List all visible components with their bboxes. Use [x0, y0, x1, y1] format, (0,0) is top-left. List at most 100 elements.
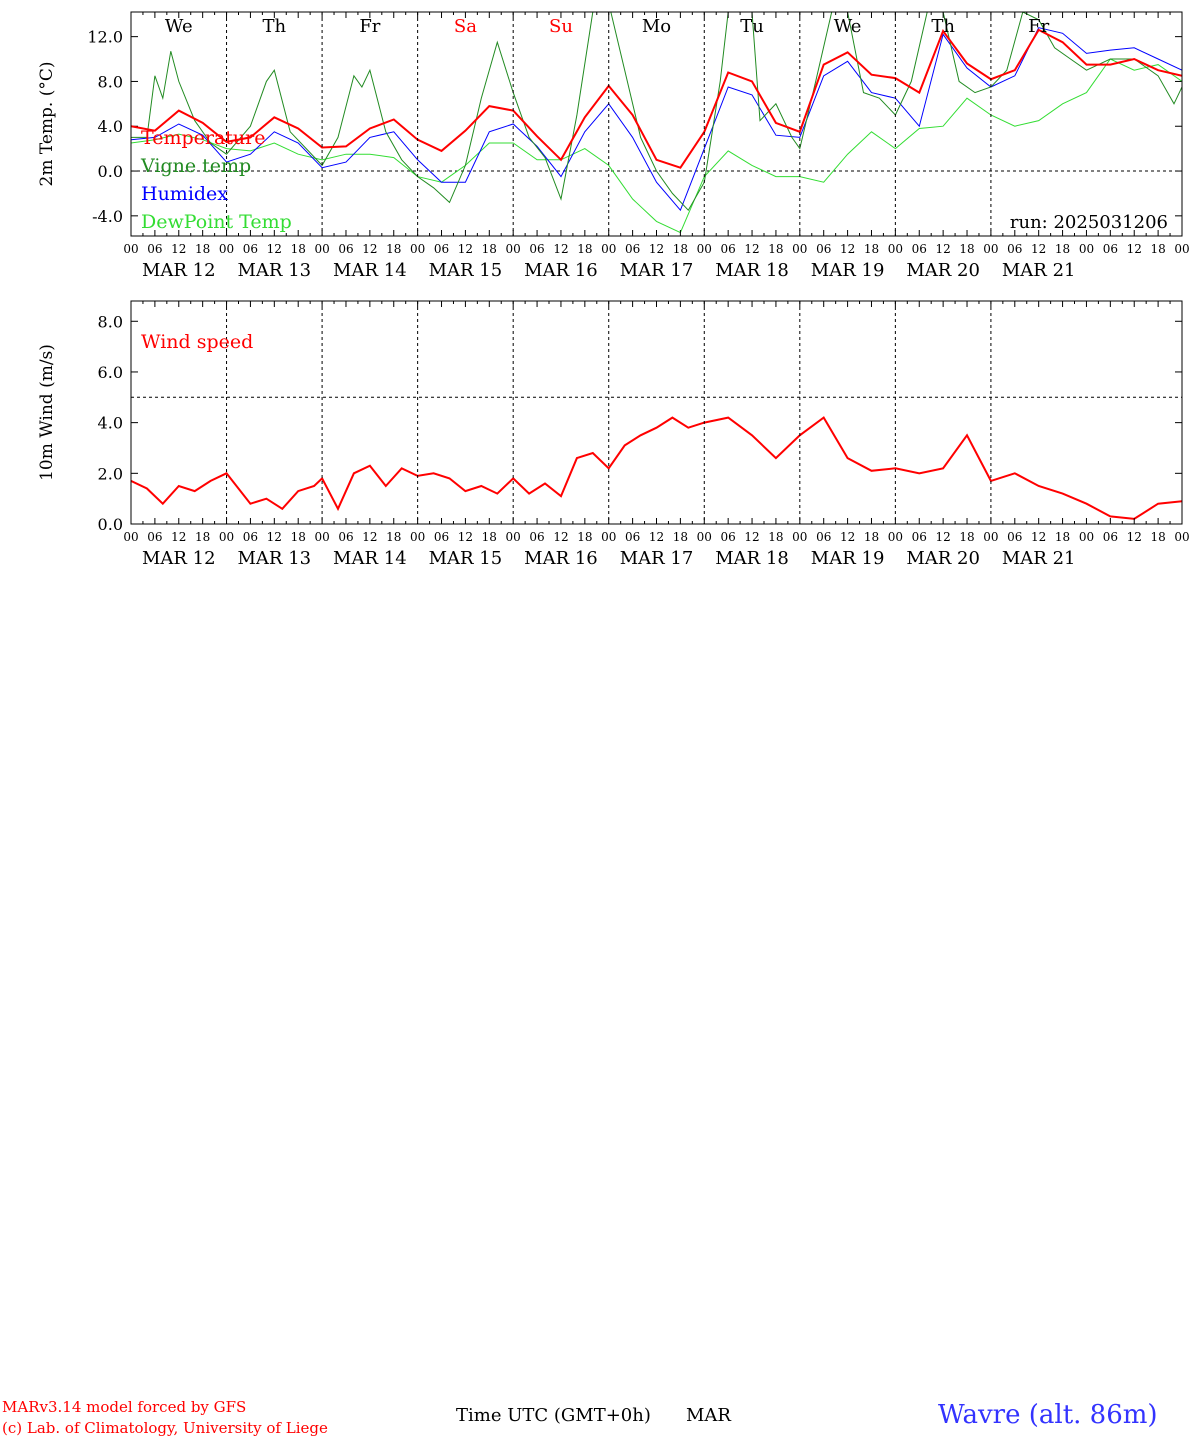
legend-entry: Vigne temp	[140, 155, 251, 177]
hour-label: 18	[864, 242, 879, 256]
hour-label: 00	[983, 530, 998, 544]
hour-label: 00	[888, 242, 903, 256]
date-label: MAR 13	[238, 548, 312, 569]
hour-label: 12	[171, 242, 186, 256]
hour-label: 06	[816, 242, 831, 256]
hour-label: 06	[434, 242, 449, 256]
hour-label: 12	[935, 242, 950, 256]
day-abbr: Sa	[454, 16, 477, 37]
y-tick-label: -4.0	[92, 207, 123, 226]
hour-label: 06	[1007, 242, 1022, 256]
hour-label: 18	[768, 530, 783, 544]
hour-label: 00	[888, 530, 903, 544]
hour-label: 00	[601, 242, 616, 256]
model-credit: MARv3.14 model forced by GFS	[2, 1398, 247, 1416]
hour-label: 18	[195, 530, 210, 544]
x-axis-label: Time UTC (GMT+0h)	[456, 1405, 651, 1426]
hour-label: 00	[314, 530, 329, 544]
hour-label: 12	[553, 242, 568, 256]
hour-label: 12	[1031, 530, 1046, 544]
hour-label: 00	[697, 242, 712, 256]
hour-label: 06	[529, 530, 544, 544]
hour-label: 06	[625, 530, 640, 544]
hour-label: 06	[529, 242, 544, 256]
y-tick-label: 4.0	[98, 117, 123, 136]
date-label: MAR 20	[906, 548, 980, 569]
panel-frame	[130, 300, 1183, 525]
date-label: MAR 18	[715, 548, 789, 569]
hour-label: 12	[840, 530, 855, 544]
hour-label: 18	[864, 530, 879, 544]
hour-label: 00	[219, 530, 234, 544]
date-label: MAR 15	[429, 548, 503, 569]
hour-label: 18	[1055, 530, 1070, 544]
hour-label: 00	[983, 242, 998, 256]
date-label: MAR 12	[142, 260, 216, 281]
legend-entry: Humidex	[141, 183, 228, 205]
date-label: MAR 15	[429, 260, 503, 281]
date-label: MAR 17	[620, 548, 694, 569]
y-tick-label: 6.0	[98, 363, 123, 382]
hour-label: 12	[935, 530, 950, 544]
hour-label: 06	[434, 530, 449, 544]
hour-label: 18	[291, 530, 306, 544]
hour-label: 00	[1079, 242, 1094, 256]
month-label: MAR	[686, 1405, 731, 1426]
hour-label: 18	[386, 242, 401, 256]
date-label: MAR 18	[715, 260, 789, 281]
legend-entry: DewPoint Temp	[141, 211, 292, 233]
hour-label: 06	[243, 530, 258, 544]
hour-label: 12	[553, 530, 568, 544]
temperature-panel: -4.0 0.0 4.0 8.0 12.0 2m Temp. (°C) We Th Fr Sa Su…	[37, 11, 1190, 281]
y-tick-label: 12.0	[87, 28, 123, 47]
hour-label: 12	[362, 530, 377, 544]
legend-entry: Temperature	[141, 127, 265, 149]
hour-label: 06	[1103, 242, 1118, 256]
y-tick-label: 0.0	[98, 515, 123, 534]
hour-label: 06	[147, 242, 162, 256]
hour-label: 06	[721, 242, 736, 256]
hour-label: 00	[1174, 242, 1189, 256]
hour-label: 18	[1055, 242, 1070, 256]
y-tick-label: 8.0	[98, 72, 123, 91]
date-label: MAR 16	[524, 260, 598, 281]
hour-label: 00	[506, 530, 521, 544]
date-label: MAR 13	[238, 260, 312, 281]
hour-label: 00	[792, 530, 807, 544]
date-label: MAR 12	[142, 548, 216, 569]
day-abbr: Mo	[642, 16, 671, 37]
hour-label: 18	[482, 242, 497, 256]
hour-label: 00	[410, 242, 425, 256]
series-line	[131, 416, 1182, 520]
hour-label: 18	[291, 242, 306, 256]
date-label: MAR 20	[906, 260, 980, 281]
hour-label: 06	[1007, 530, 1022, 544]
hour-label: 00	[123, 530, 138, 544]
series-line	[131, 58, 1182, 234]
copyright-credit: (c) Lab. of Climatology, University of L…	[2, 1419, 328, 1437]
wind-panel: 0.0 2.0 4.0 6.0 8.0 10m Wind (m/s) Wind speed 0…	[37, 300, 1190, 569]
hour-label: 06	[338, 242, 353, 256]
y-tick-label: 0.0	[98, 162, 123, 181]
hour-label: 00	[1174, 530, 1189, 544]
hour-label: 00	[1079, 530, 1094, 544]
hour-label: 12	[458, 530, 473, 544]
series-line	[131, 12, 1182, 212]
hour-label: 12	[267, 242, 282, 256]
hour-label: 12	[171, 530, 186, 544]
y-axis-label: 10m Wind (m/s)	[37, 344, 57, 481]
hour-label: 18	[577, 530, 592, 544]
day-abbr: Th	[263, 16, 287, 37]
hour-label: 00	[792, 242, 807, 256]
hour-label: 12	[1031, 242, 1046, 256]
date-label: MAR 19	[811, 260, 885, 281]
hour-label: 00	[219, 242, 234, 256]
date-label: MAR 21	[1002, 260, 1076, 281]
run-label: run: 2025031206	[1010, 212, 1168, 233]
date-label: MAR 14	[333, 260, 407, 281]
hour-label: 12	[744, 530, 759, 544]
hour-label: 12	[840, 242, 855, 256]
hour-label: 00	[314, 242, 329, 256]
hour-label: 18	[195, 242, 210, 256]
